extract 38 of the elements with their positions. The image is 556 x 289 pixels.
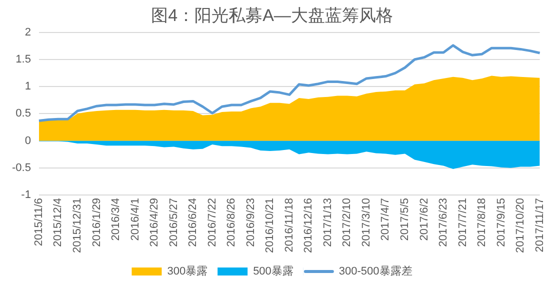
y-tick-label: 1 [24,80,31,93]
x-tick-label: 2016/6/24 [187,198,200,247]
x-tick-label: 2017/6/23 [438,198,450,247]
x-tick-label: 2017/11/17 [534,198,546,252]
x-tick-label: 2017/5/5 [398,198,411,241]
y-tick-label: 0 [24,134,31,147]
y-tick-label: 1.5 [16,54,31,66]
y-tick-label: 2 [24,26,31,38]
chart-title: 图4：阳光私募A—大盘蓝筹风格 [151,6,393,25]
x-tick-label: 2016/5/27 [168,198,180,247]
x-tick-label: 2017/10/20 [514,198,527,254]
x-tick-label: 2016/10/21 [264,198,276,254]
x-tick-label: 2017/2/10 [341,198,354,247]
legend-label: 500暴露 [253,266,294,278]
x-tick-label: 2015/12/4 [52,198,64,247]
x-tick-label: 2016/4/1 [129,198,142,241]
y-tick-label: 0.5 [16,108,31,120]
x-tick-label: 2017/7/21 [456,198,469,247]
x-tick-label: 2015/12/31 [72,198,84,254]
y-tick-label: -0.5 [12,162,31,174]
x-tick-label: 2017/9/15 [495,198,508,247]
x-tick-label: 2016/11/18 [283,198,296,252]
legend-label: 300暴露 [167,266,208,278]
x-tick-label: 2017/6/2 [418,198,430,241]
x-tick-label: 2016/12/16 [302,198,315,254]
x-tick-label: 2017/1/13 [322,198,334,247]
y-tick-label: -1 [21,188,31,201]
x-tick-label: 2016/3/4 [110,198,122,241]
x-tick-label: 2016/1/29 [90,198,103,247]
x-tick-label: 2017/3/10 [360,198,372,247]
legend-label: 300-500暴露差 [338,266,412,278]
x-tick-label: 2015/11/6 [32,198,45,246]
x-tick-label: 2017/4/7 [380,198,392,241]
x-tick-label: 2016/4/29 [148,198,161,247]
x-tick-label: 2016/7/22 [206,198,218,247]
x-tick-label: 2016/9/23 [244,198,257,247]
x-tick-label: 2017/8/18 [476,198,488,247]
x-tick-label: 2016/8/26 [226,198,238,247]
